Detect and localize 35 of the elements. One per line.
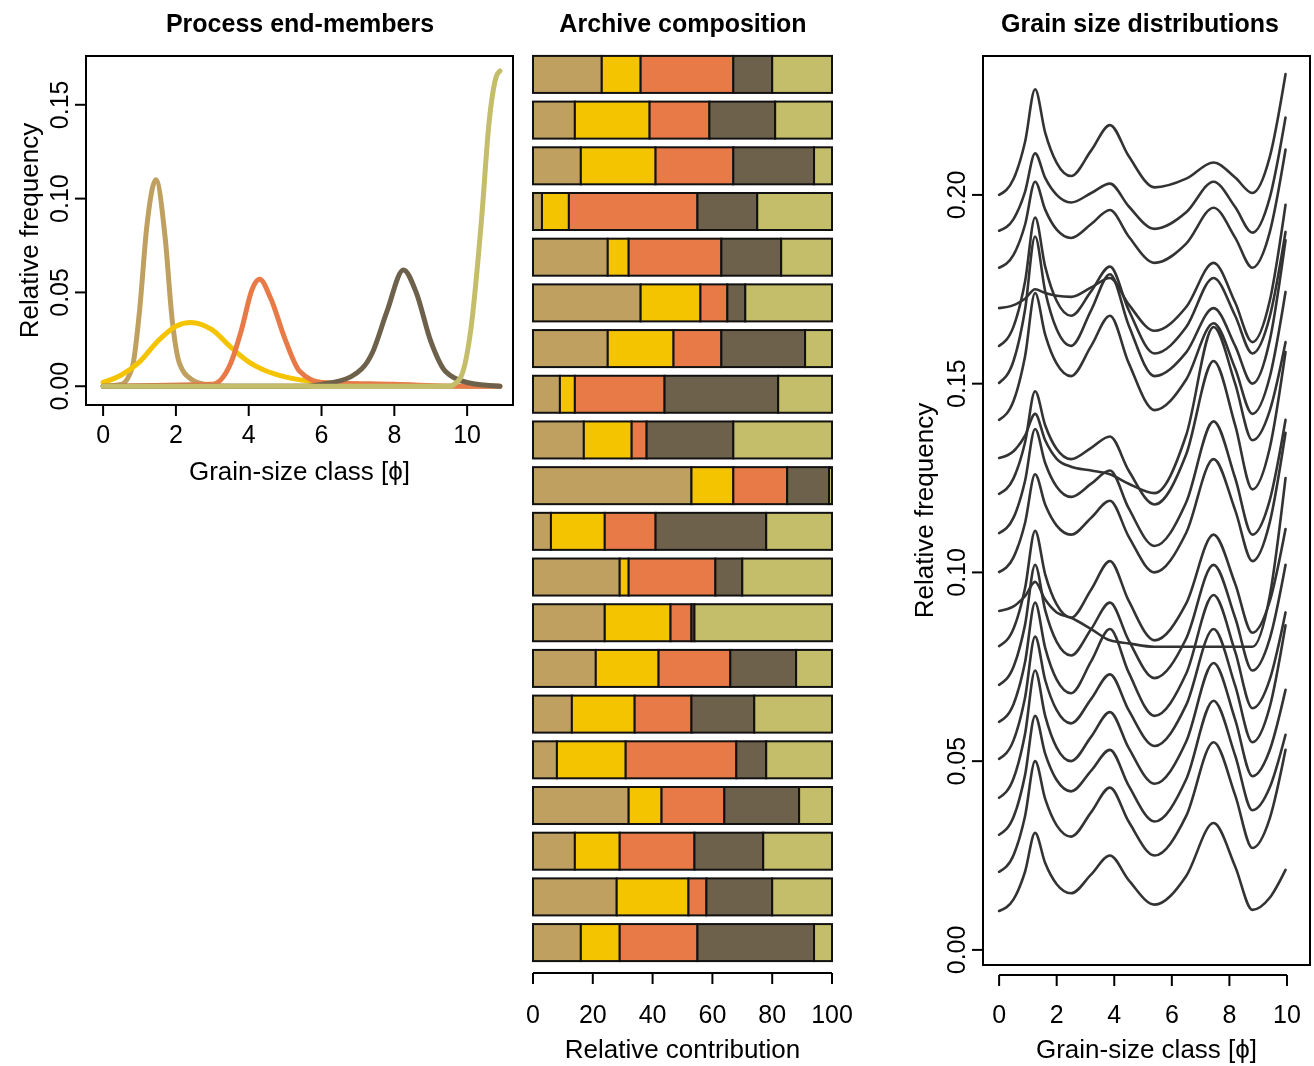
x-tick-label: 4	[241, 420, 256, 448]
x-tick-label: 2	[1049, 1000, 1064, 1028]
x-tick-label: 10	[453, 420, 482, 448]
chart-title: Process end-members	[165, 9, 435, 37]
x-tick-label: 0	[992, 1000, 1007, 1028]
x-axis-title: Grain-size class [ϕ]	[1035, 1034, 1258, 1064]
x-tick-label: 6	[1164, 1000, 1179, 1028]
x-axis-title: Grain-size class [ϕ]	[188, 456, 411, 486]
x-tick-label: 4	[1107, 1000, 1122, 1028]
x-tick-label: 6	[314, 420, 329, 448]
y-tick-label: 0.00	[942, 925, 970, 975]
x-tick-label: 8	[387, 420, 402, 448]
y-tick-label: 0.05	[942, 736, 970, 786]
chart-title: Archive composition	[559, 9, 807, 37]
x-tick-label: 2	[168, 420, 183, 448]
x-tick-label: 100	[811, 1000, 853, 1028]
y-tick-label: 0.00	[45, 361, 73, 411]
x-tick-label: 8	[1222, 1000, 1237, 1028]
x-tick-label: 60	[698, 1000, 727, 1028]
y-tick-label: 0.05	[45, 268, 73, 317]
y-tick-label: 0.10	[942, 548, 970, 597]
y-tick-label: 0.10	[45, 174, 73, 223]
x-tick-label: 80	[758, 1000, 787, 1028]
y-tick-label: 0.20	[942, 170, 970, 220]
x-tick-label: 10	[1273, 1000, 1301, 1028]
x-tick-label: 0	[96, 420, 111, 448]
y-axis-title: Relative frequency	[909, 402, 940, 619]
x-tick-label: 40	[638, 1000, 667, 1028]
x-tick-label: 20	[578, 1000, 607, 1028]
y-axis-title: Relative frequency	[14, 122, 45, 339]
x-tick-label: 0	[526, 1000, 540, 1028]
y-tick-label: 0.15	[942, 359, 970, 408]
x-axis-title: Relative contribution	[564, 1034, 801, 1064]
chart-title: Grain size distributions	[1001, 9, 1279, 37]
y-tick-label: 0.15	[45, 80, 73, 130]
